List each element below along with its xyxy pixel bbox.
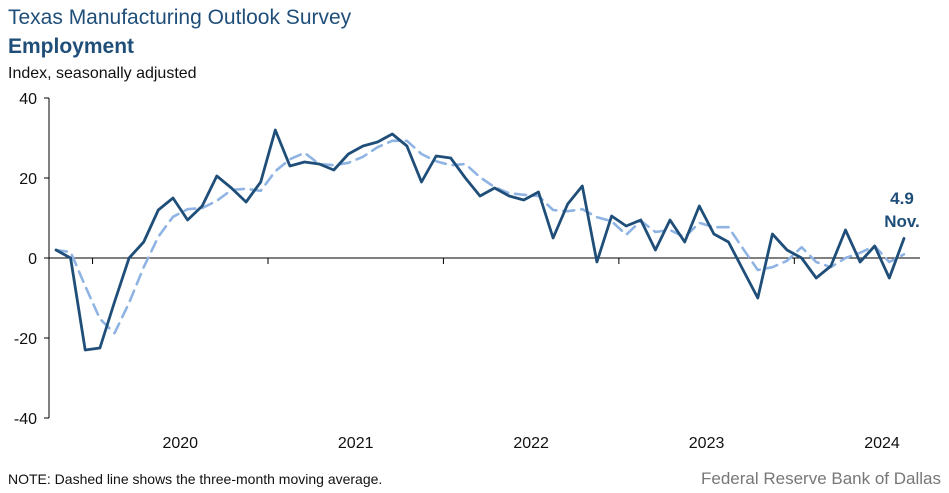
y-tick-label: 0: [28, 251, 37, 268]
x-tick-label: 2022: [513, 435, 549, 452]
series-lines: [54, 128, 906, 352]
chart-subtitle: Employment: [8, 35, 135, 58]
x-tick-label: 2021: [338, 435, 374, 452]
y-tick-label: -40: [14, 411, 37, 428]
x-tick-label: 2023: [689, 435, 725, 452]
annotation-label: Nov.: [884, 212, 920, 231]
annotation-value: 4.9: [890, 189, 914, 208]
chart-title: Texas Manufacturing Outlook Survey: [8, 6, 352, 29]
y-tick-label: 20: [19, 171, 37, 188]
y-axis-label: Index, seasonally adjusted: [8, 65, 197, 82]
latest-value-annotation: 4.9 Nov.: [884, 189, 920, 231]
x-tick-label: 2020: [162, 435, 198, 452]
employment-index-line: [54, 128, 906, 352]
footnote: NOTE: Dashed line shows the three-month …: [8, 471, 383, 487]
tick-labels: 40 20 0 -20 -40 2020 2021 2022 2023 2024: [14, 91, 900, 452]
y-tick-label: -20: [14, 331, 37, 348]
x-tick-label: 2024: [864, 435, 900, 452]
y-tick-label: 40: [19, 91, 37, 108]
axes: [44, 97, 920, 419]
source-credit: Federal Reserve Bank of Dallas: [700, 469, 941, 488]
